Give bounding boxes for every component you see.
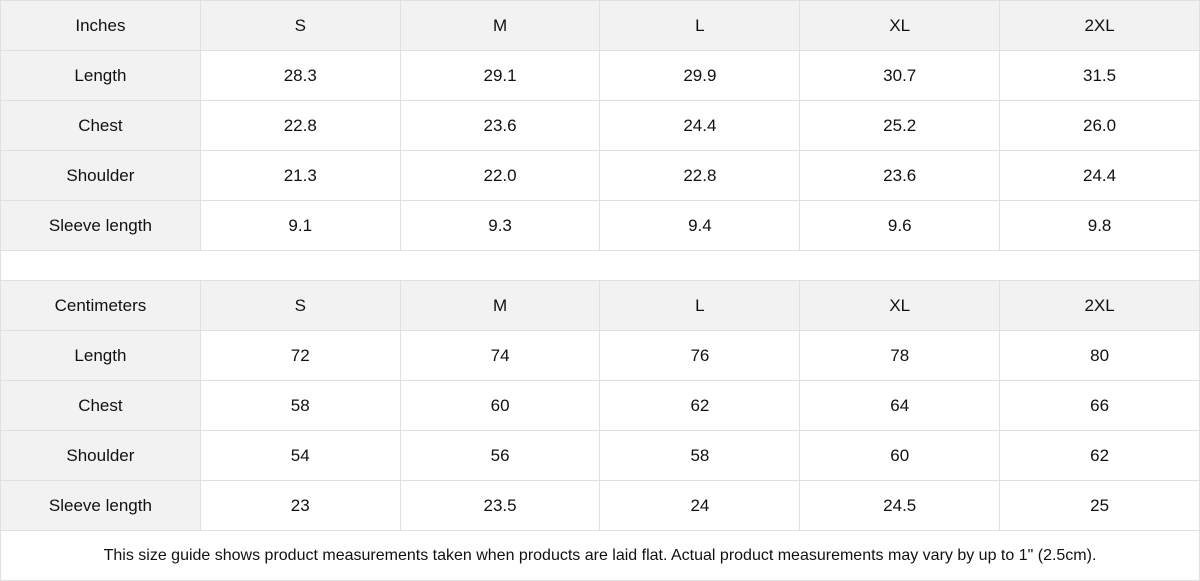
measurement-value: 60 [399,380,601,431]
centimeters-header-row: Centimeters S M L XL 2XL [0,280,1200,331]
size-header: L [599,280,801,331]
measurement-value: 60 [799,430,1001,481]
measurement-value: 74 [399,330,601,381]
measurement-value: 24.4 [599,100,801,151]
measurement-value: 30.7 [799,50,1001,101]
measurement-value: 22.0 [399,150,601,201]
size-header: S [199,0,401,51]
measurement-value: 29.1 [399,50,601,101]
measurement-value: 21.3 [199,150,401,201]
measurement-value: 23 [199,480,401,531]
measurement-label: Length [0,330,201,381]
inches-header-row: Inches S M L XL 2XL [0,0,1200,51]
size-header: M [399,0,601,51]
size-header: 2XL [999,280,1200,331]
measurement-value: 62 [599,380,801,431]
measurement-value: 9.8 [999,200,1200,251]
measurement-value: 23.5 [399,480,601,531]
size-header: XL [799,280,1001,331]
spacer-row [0,250,1200,281]
measurement-value: 24 [599,480,801,531]
size-header: 2XL [999,0,1200,51]
table-row: Shoulder 21.3 22.0 22.8 23.6 24.4 [0,150,1200,201]
measurement-value: 9.6 [799,200,1001,251]
measurement-value: 62 [999,430,1200,481]
measurement-value: 22.8 [199,100,401,151]
measurement-value: 23.6 [799,150,1001,201]
table-row: Length 72 74 76 78 80 [0,330,1200,381]
measurement-label: Chest [0,380,201,431]
table-row: Chest 58 60 62 64 66 [0,380,1200,431]
measurement-value: 24.4 [999,150,1200,201]
measurement-value: 66 [999,380,1200,431]
measurement-value: 78 [799,330,1001,381]
measurement-label: Shoulder [0,150,201,201]
measurement-value: 80 [999,330,1200,381]
measurement-value: 9.4 [599,200,801,251]
measurement-value: 56 [399,430,601,481]
table-row: Sleeve length 9.1 9.3 9.4 9.6 9.8 [0,200,1200,251]
measurement-label: Chest [0,100,201,151]
footer-row: This size guide shows product measuremen… [0,530,1200,581]
measurement-value: 26.0 [999,100,1200,151]
footer-note: This size guide shows product measuremen… [0,530,1200,581]
measurement-value: 58 [599,430,801,481]
measurement-label: Sleeve length [0,480,201,531]
measurement-value: 9.3 [399,200,601,251]
measurement-value: 9.1 [199,200,401,251]
measurement-label: Sleeve length [0,200,201,251]
table-row: Shoulder 54 56 58 60 62 [0,430,1200,481]
measurement-value: 22.8 [599,150,801,201]
measurement-label: Shoulder [0,430,201,481]
measurement-value: 58 [199,380,401,431]
size-header: L [599,0,801,51]
measurement-value: 25.2 [799,100,1001,151]
size-header: S [199,280,401,331]
measurement-value: 24.5 [799,480,1001,531]
inches-unit-label: Inches [0,0,201,51]
measurement-value: 25 [999,480,1200,531]
measurement-value: 31.5 [999,50,1200,101]
size-header: XL [799,0,1001,51]
table-row: Length 28.3 29.1 29.9 30.7 31.5 [0,50,1200,101]
measurement-value: 28.3 [199,50,401,101]
table-row: Sleeve length 23 23.5 24 24.5 25 [0,480,1200,531]
measurement-value: 76 [599,330,801,381]
measurement-value: 23.6 [399,100,601,151]
spacer-cell [0,250,1200,281]
measurement-value: 54 [199,430,401,481]
measurement-value: 64 [799,380,1001,431]
measurement-value: 29.9 [599,50,801,101]
size-header: M [399,280,601,331]
centimeters-unit-label: Centimeters [0,280,201,331]
table-row: Chest 22.8 23.6 24.4 25.2 26.0 [0,100,1200,151]
measurement-label: Length [0,50,201,101]
measurement-value: 72 [199,330,401,381]
